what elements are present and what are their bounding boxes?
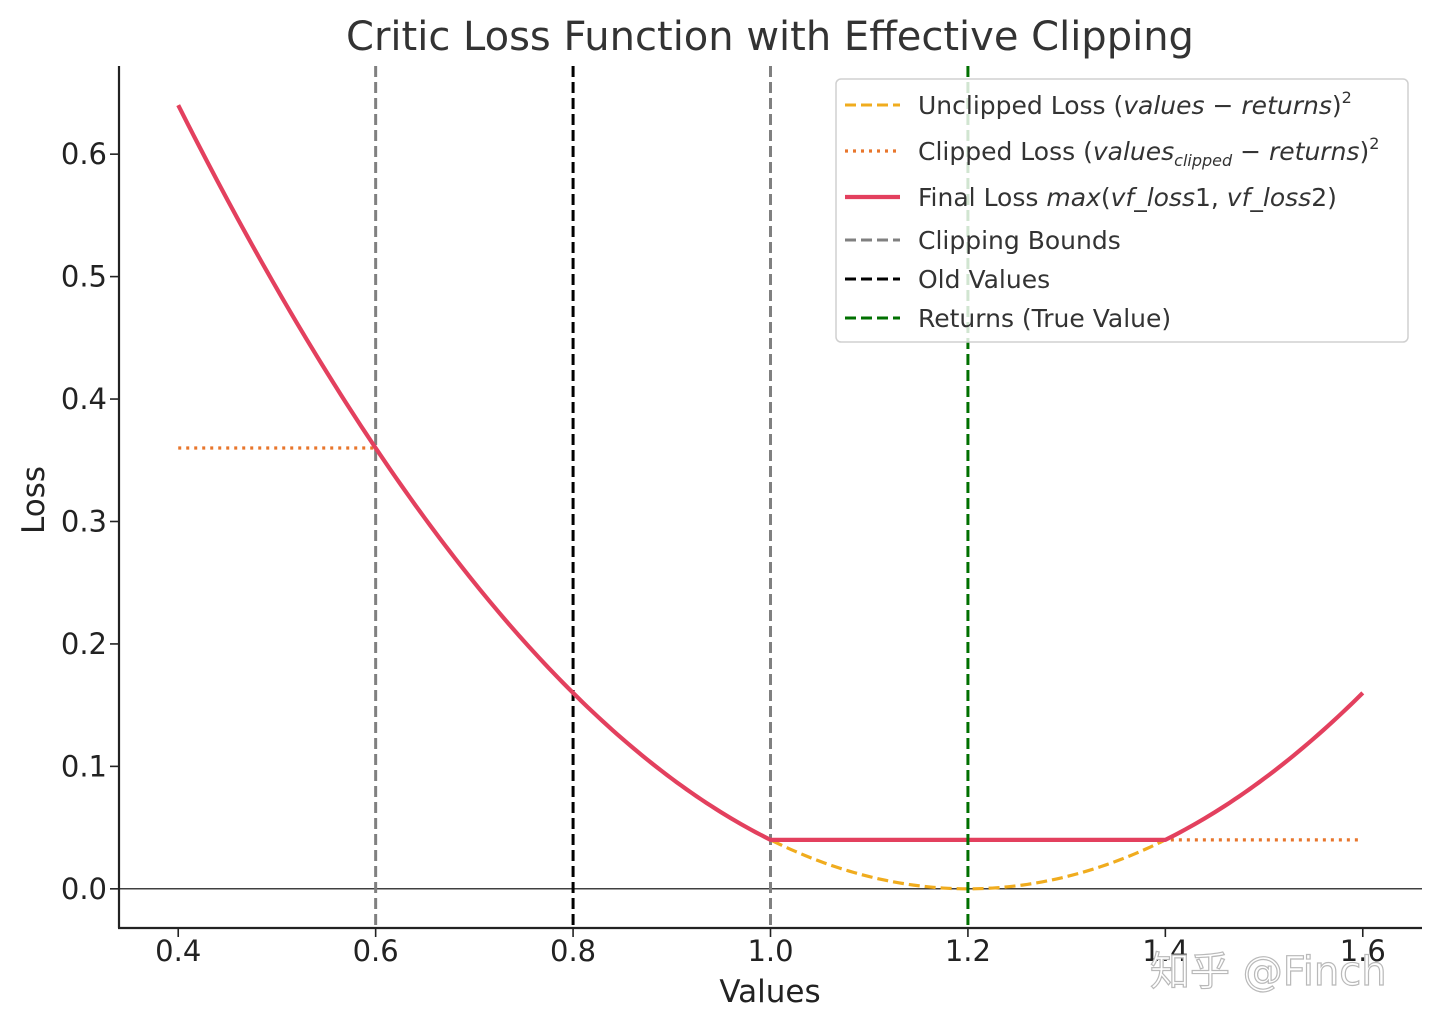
reference-lines xyxy=(119,66,1422,928)
y-tick-label: 0.3 xyxy=(61,504,107,538)
y-axis-label: Loss xyxy=(16,466,52,534)
y-tick-label: 0.2 xyxy=(61,627,107,661)
x-tick-label: 1.2 xyxy=(945,934,991,968)
x-tick-label: 1.0 xyxy=(747,934,793,968)
watermark: 知乎 @Finch xyxy=(1150,949,1387,995)
legend-clipping-bounds-label: Clipping Bounds xyxy=(918,226,1121,255)
y-ticks: 0.0 0.1 0.2 0.3 0.4 0.5 0.6 xyxy=(61,137,119,906)
x-tick-label: 1.6 xyxy=(1340,934,1386,968)
y-tick-label: 0.0 xyxy=(61,872,107,906)
legend-box xyxy=(835,78,1409,343)
y-tick-label: 0.1 xyxy=(61,749,107,783)
legend-returns-label: Returns (True Value) xyxy=(918,304,1171,333)
legend-final-label: Final Loss max(vf_loss1, vf_loss2) xyxy=(918,183,1337,212)
legend: Unclipped Loss (values − returns)2 Clipp… xyxy=(835,78,1409,343)
legend-old-values-label: Old Values xyxy=(918,265,1050,294)
final-loss-line xyxy=(176,104,1365,842)
legend-unclipped-label: Unclipped Loss (values − returns)2 xyxy=(918,88,1352,120)
x-tick-label: 0.8 xyxy=(550,934,596,968)
series-lines xyxy=(176,66,1365,928)
x-tick-label: 0.4 xyxy=(155,934,201,968)
y-tick-label: 0.6 xyxy=(61,137,107,171)
x-tick-label: 0.6 xyxy=(353,934,399,968)
legend-clipped-label: Clipped Loss (valuesclipped − returns)2 xyxy=(918,134,1379,170)
y-tick-label: 0.5 xyxy=(61,260,107,294)
x-axis-label: Values xyxy=(719,974,820,1010)
y-tick-label: 0.4 xyxy=(61,382,107,416)
x-tick-label: 1.4 xyxy=(1142,934,1188,968)
x-ticks: 0.4 0.6 0.8 1.0 1.2 1.4 1.6 xyxy=(155,928,1386,968)
chart-title: Critic Loss Function with Effective Clip… xyxy=(346,14,1194,60)
